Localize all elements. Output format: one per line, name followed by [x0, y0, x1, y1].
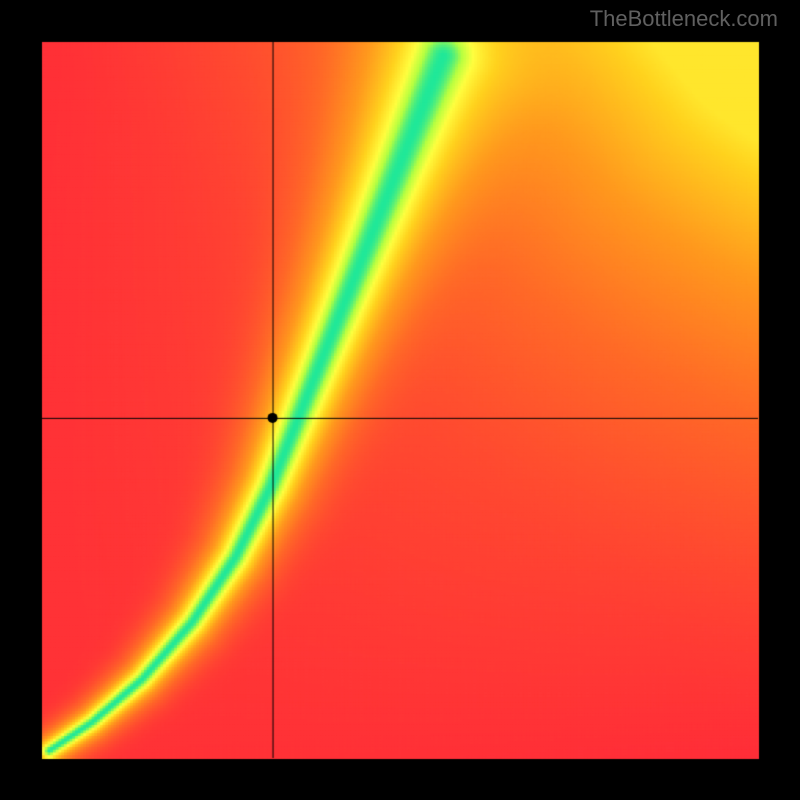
bottleneck-heatmap	[0, 0, 800, 800]
watermark-text: TheBottleneck.com	[590, 6, 778, 32]
